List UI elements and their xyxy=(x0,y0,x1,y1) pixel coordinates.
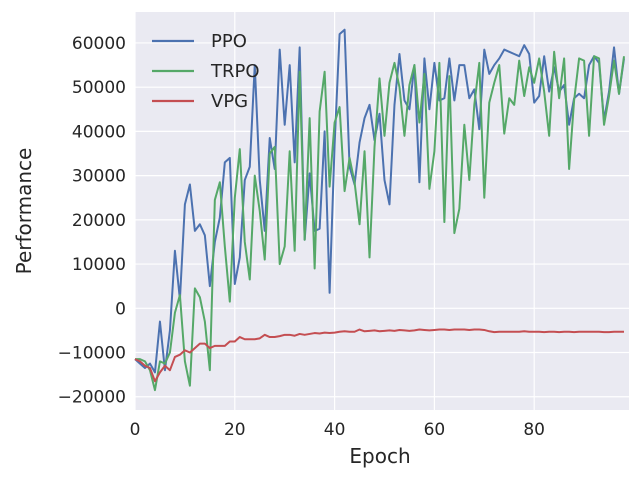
series-line-vpg xyxy=(134,328,625,383)
y-tick-label: 0 xyxy=(115,299,126,319)
x-axis-label: Epoch xyxy=(349,444,410,468)
y-tick-labels: −20000 −10000 0 10000 20000 30000 40000 50000 60… xyxy=(58,34,126,408)
x-tick-label: 40 xyxy=(324,420,346,440)
x-tick-label: 20 xyxy=(224,420,246,440)
y-tick-label: −20000 xyxy=(58,388,126,408)
x-tick-label: 80 xyxy=(523,420,545,440)
series-lines xyxy=(134,28,626,392)
y-axis-label: Performance xyxy=(12,148,36,275)
legend-label-vpg: VPG xyxy=(211,91,248,112)
series-line-ppo xyxy=(134,28,626,374)
legend-label-ppo: PPO xyxy=(211,31,247,52)
y-tick-label: 60000 xyxy=(72,34,126,54)
legend: PPO TRPO VPG xyxy=(152,31,260,112)
series-line-trpo xyxy=(135,50,626,392)
y-tick-label: 10000 xyxy=(72,255,126,275)
grid-lines xyxy=(134,12,629,410)
x-tick-label: 60 xyxy=(424,420,446,440)
x-tick-labels: 0 20 40 60 80 xyxy=(130,420,545,440)
y-tick-label: 30000 xyxy=(72,167,126,187)
x-tick-label: 0 xyxy=(130,420,141,440)
y-tick-label: 20000 xyxy=(72,211,126,231)
legend-label-trpo: TRPO xyxy=(210,61,260,82)
y-tick-label: 40000 xyxy=(72,122,126,142)
y-tick-label: 50000 xyxy=(72,78,126,98)
y-tick-label: −10000 xyxy=(58,344,126,364)
